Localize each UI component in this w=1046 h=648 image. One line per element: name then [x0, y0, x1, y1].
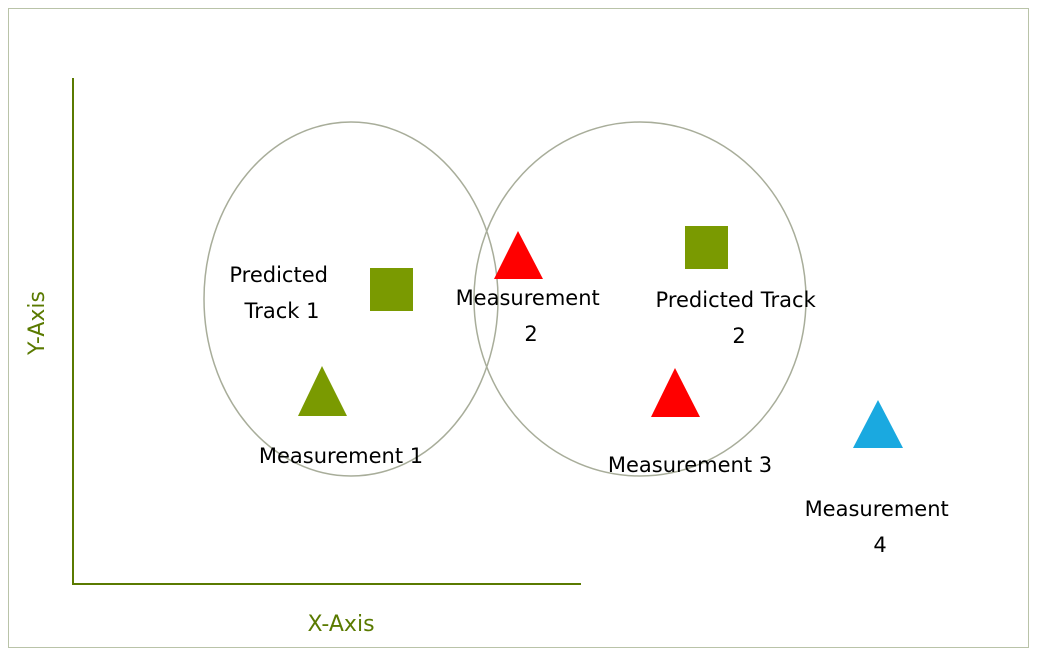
measurement-1-label: Measurement 1	[259, 444, 423, 468]
measurement-1-marker	[298, 366, 347, 416]
measurement-2-label: Measurement 2	[456, 286, 607, 346]
predicted-track-1-label: Predicted Track 1	[229, 263, 334, 323]
measurement-4-marker	[853, 400, 903, 448]
measurement-3-marker	[651, 368, 700, 417]
measurement-3-label: Measurement 3	[608, 453, 772, 477]
measurement-4-label: Measurement 4	[805, 497, 956, 557]
gate-circle-track-2	[473, 121, 807, 477]
measurement-2-marker	[494, 231, 543, 279]
diagram-canvas: Predicted Track 1 Measurement 2 Predicte…	[25, 78, 956, 633]
predicted-track-1-marker	[370, 268, 413, 311]
predicted-track-2-label: Predicted Track 2	[656, 288, 823, 348]
predicted-track-2-marker	[685, 226, 728, 269]
gate-circle-track-1	[203, 121, 499, 477]
y-axis-label: Y-Axis	[25, 291, 50, 356]
x-axis-label: X-Axis	[307, 612, 374, 633]
